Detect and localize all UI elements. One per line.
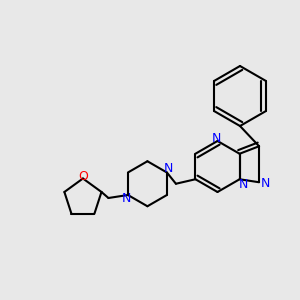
Text: O: O: [78, 169, 88, 183]
Text: N: N: [261, 177, 270, 190]
Text: N: N: [211, 132, 221, 145]
Text: N: N: [122, 192, 131, 205]
Text: N: N: [238, 178, 248, 191]
Text: N: N: [164, 162, 173, 176]
